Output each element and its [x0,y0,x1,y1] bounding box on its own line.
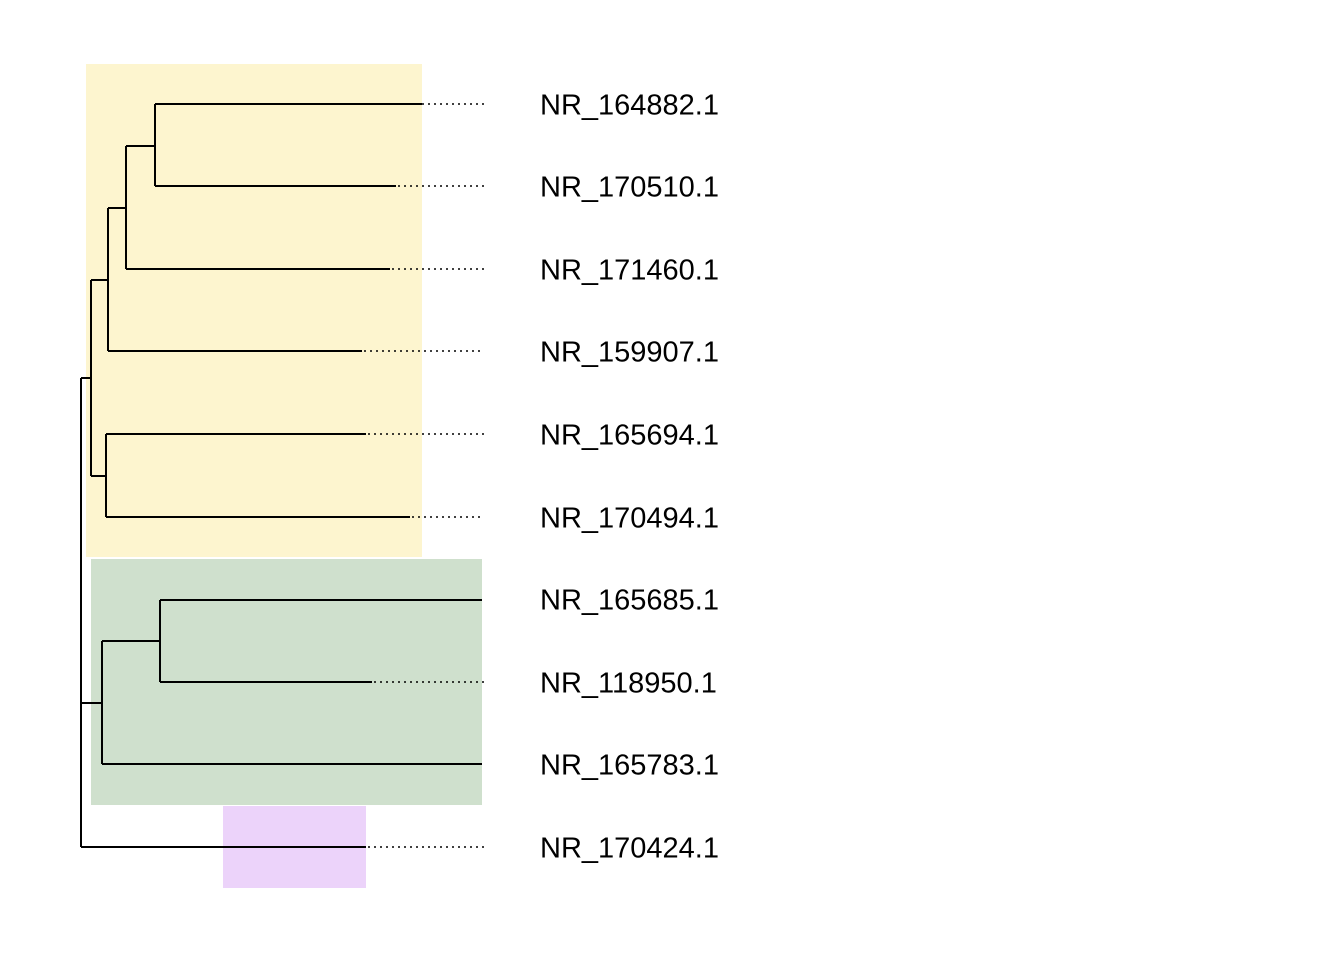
tip-connectors [364,103,484,848]
tip-label: NR_159907.1 [540,337,719,369]
branch-green-clade [101,599,482,765]
tip-label: NR_164882.1 [540,90,719,122]
tree-branches [80,103,482,848]
tip-label: NR_170424.1 [540,833,719,865]
tip-label: NR_170494.1 [540,503,719,535]
tip-label: NR_165783.1 [540,750,719,782]
tip-label: NR_165685.1 [540,585,719,617]
branch-yellow-clade [90,103,422,518]
branch-root [80,377,366,848]
tip-labels: NR_164882.1 NR_170510.1 NR_171460.1 NR_1… [540,90,719,865]
tip-label: NR_171460.1 [540,255,719,287]
clade-highlight-yellow [86,64,422,557]
tip-label: NR_170510.1 [540,172,719,204]
tip-label: NR_165694.1 [540,420,719,452]
tip-label: NR_118950.1 [540,668,717,700]
